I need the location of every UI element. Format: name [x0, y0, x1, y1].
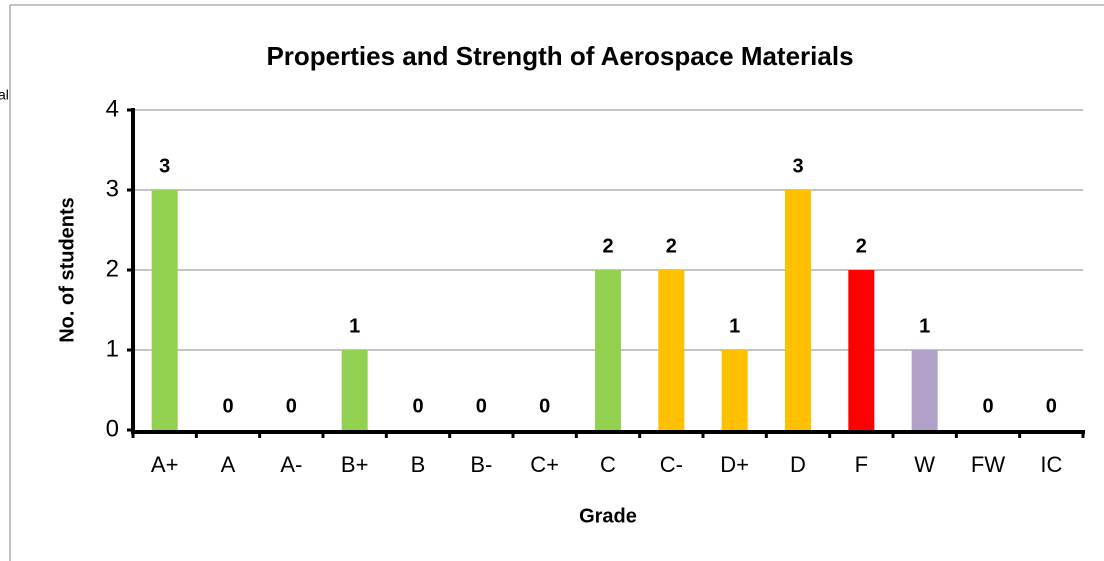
x-tick-label: W: [914, 452, 935, 477]
bar: [721, 350, 748, 430]
bar: [151, 190, 178, 430]
x-tick-label: F: [855, 452, 868, 477]
data-label: 0: [222, 395, 233, 417]
y-tick-label: 3: [106, 175, 119, 202]
x-tick-label: A+: [151, 452, 179, 477]
data-label: 0: [412, 395, 423, 417]
x-tick-label: C: [600, 452, 616, 477]
bar: [595, 270, 621, 430]
y-tick-label: 4: [106, 95, 119, 122]
data-label: 3: [159, 155, 170, 177]
data-label: 1: [919, 315, 930, 337]
data-label: 0: [476, 395, 487, 417]
x-tick-label: D: [790, 452, 806, 477]
y-tick-label: 0: [106, 415, 119, 442]
data-label: 3: [792, 155, 803, 177]
x-tick-label: IC: [1040, 452, 1062, 477]
x-axis-label: Grade: [579, 505, 637, 527]
data-label: 1: [349, 315, 360, 337]
bar: [658, 270, 685, 430]
data-label: 2: [602, 235, 613, 257]
x-tick-label: B-: [470, 452, 492, 477]
bar: [341, 350, 368, 430]
x-tick-label: FW: [971, 452, 1005, 477]
data-label: 2: [666, 235, 677, 257]
bar: [911, 350, 938, 430]
x-tick-label: C-: [660, 452, 683, 477]
x-tick-label: A-: [280, 452, 302, 477]
data-label: 0: [1046, 395, 1057, 417]
bar: [848, 270, 875, 430]
data-label: 0: [286, 395, 297, 417]
data-label: 0: [982, 395, 993, 417]
x-tick-label: A: [221, 452, 236, 477]
x-tick-label: C+: [530, 452, 559, 477]
bar: [785, 190, 811, 430]
x-tick-label: B+: [341, 452, 369, 477]
chart-title: Properties and Strength of Aerospace Mat…: [266, 41, 853, 71]
data-label: 1: [729, 315, 740, 337]
y-axis-label: No. of students: [56, 197, 78, 343]
data-label: 0: [539, 395, 550, 417]
y-tick-label: 2: [106, 255, 119, 282]
data-label: 2: [856, 235, 867, 257]
x-tick-label: B: [411, 452, 426, 477]
y-tick-label: 1: [106, 335, 119, 362]
annotation: al: [0, 87, 9, 103]
x-tick-label: D+: [720, 452, 749, 477]
